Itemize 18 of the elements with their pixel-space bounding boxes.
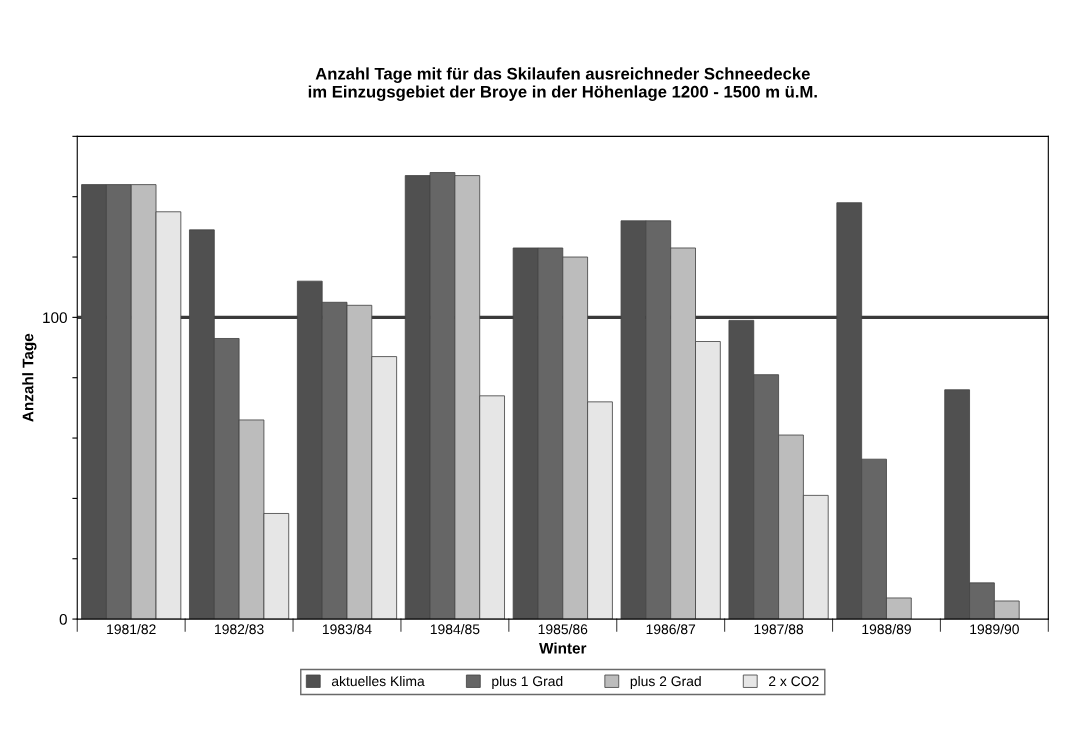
legend-label: plus 2 Grad: [630, 675, 701, 689]
x-tick-label: 1981/82: [107, 623, 156, 635]
x-tick-label: 1986/87: [646, 623, 696, 635]
x-tick-label: 1988/89: [862, 623, 911, 635]
x-tick-label: 1985/86: [538, 623, 588, 635]
x-axis-title: Winter: [539, 642, 587, 654]
chart-title: Anzahl Tage mit für das Skilaufen ausreichneder Schneedecke im Einzugsgebiet der Broye in der Höhenlage 1200 - 1500 m ü.M.: [308, 67, 817, 101]
x-tick-label: 1983/84: [322, 623, 372, 635]
legend-label: 2 x CO2: [769, 676, 819, 687]
x-tick-label: 1987/88: [754, 623, 804, 635]
x-tick-label: 1989/90: [970, 623, 1019, 635]
y-tick-label: 0: [59, 613, 67, 625]
x-tick-label: 1984/85: [430, 623, 480, 635]
x-tick-label: 1982/83: [215, 623, 264, 635]
legend-label: aktuelles Klima: [331, 675, 425, 687]
y-axis-title: Anzahl Tage: [22, 333, 37, 422]
legend-label: plus 1 Grad: [492, 675, 563, 689]
y-tick-label: 100: [43, 312, 67, 324]
